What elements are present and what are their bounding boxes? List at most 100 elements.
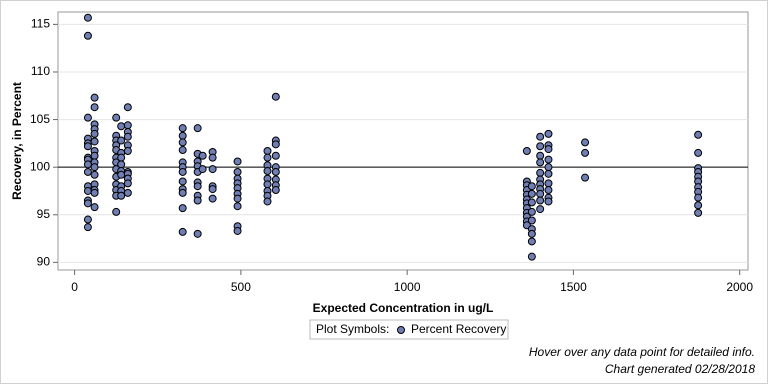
data-point[interactable] <box>208 194 217 203</box>
data-point[interactable] <box>117 191 126 200</box>
data-point[interactable] <box>178 204 187 213</box>
data-point[interactable] <box>90 129 99 138</box>
data-point[interactable] <box>193 196 202 205</box>
data-point[interactable] <box>271 151 280 160</box>
data-point[interactable] <box>208 165 217 174</box>
data-point[interactable] <box>193 229 202 238</box>
data-point[interactable] <box>536 196 545 205</box>
data-point[interactable] <box>271 92 280 101</box>
data-point[interactable] <box>90 163 99 172</box>
data-point[interactable] <box>544 163 553 172</box>
data-point[interactable] <box>117 160 126 169</box>
data-point[interactable] <box>536 142 545 151</box>
data-point[interactable] <box>544 145 553 154</box>
data-point[interactable] <box>193 124 202 133</box>
data-point[interactable] <box>271 186 280 195</box>
data-point[interactable] <box>544 129 553 138</box>
data-point[interactable] <box>544 155 553 164</box>
data-point[interactable] <box>208 153 217 162</box>
data-point[interactable] <box>83 215 92 224</box>
data-point[interactable] <box>271 140 280 149</box>
data-point[interactable] <box>83 113 92 122</box>
data-point[interactable] <box>694 130 703 139</box>
data-point[interactable] <box>581 148 590 157</box>
data-point[interactable] <box>83 142 92 151</box>
data-point[interactable] <box>263 146 272 155</box>
data-point[interactable] <box>527 252 536 261</box>
data-point[interactable] <box>123 132 132 141</box>
data-point[interactable] <box>83 31 92 40</box>
data-point[interactable] <box>83 223 92 232</box>
data-point[interactable] <box>112 113 121 122</box>
data-point[interactable] <box>117 170 126 179</box>
data-point[interactable] <box>527 189 536 198</box>
data-point[interactable] <box>536 205 545 214</box>
data-point[interactable] <box>263 153 272 162</box>
data-point[interactable] <box>527 182 536 191</box>
data-point[interactable] <box>581 138 590 147</box>
data-point[interactable] <box>178 177 187 186</box>
data-point[interactable] <box>178 188 187 197</box>
data-point[interactable] <box>233 167 242 176</box>
data-point[interactable] <box>117 136 126 145</box>
data-point[interactable] <box>90 137 99 146</box>
data-point[interactable] <box>544 179 553 188</box>
data-point[interactable] <box>178 124 187 133</box>
data-point[interactable] <box>178 227 187 236</box>
data-point[interactable] <box>83 167 92 176</box>
data-point[interactable] <box>83 13 92 22</box>
data-point[interactable] <box>193 182 202 191</box>
data-point[interactable] <box>90 103 99 112</box>
data-point[interactable] <box>178 138 187 147</box>
data-point[interactable] <box>83 160 92 169</box>
data-point[interactable] <box>178 131 187 140</box>
data-point[interactable] <box>527 198 536 207</box>
data-point[interactable] <box>117 122 126 131</box>
data-point[interactable] <box>263 197 272 206</box>
data-point[interactable] <box>522 146 531 155</box>
data-point[interactable] <box>123 188 132 197</box>
data-point[interactable] <box>233 226 242 235</box>
data-point[interactable] <box>208 185 217 194</box>
data-point[interactable] <box>263 166 272 175</box>
data-point[interactable] <box>544 197 553 206</box>
data-point[interactable] <box>178 146 187 155</box>
data-point[interactable] <box>123 146 132 155</box>
data-point[interactable] <box>536 158 545 167</box>
data-point[interactable] <box>271 167 280 176</box>
data-point[interactable] <box>233 157 242 166</box>
data-point[interactable] <box>694 201 703 210</box>
data-point[interactable] <box>527 237 536 246</box>
data-point[interactable] <box>527 229 536 238</box>
data-point[interactable] <box>233 202 242 211</box>
data-point[interactable] <box>83 199 92 208</box>
data-point[interactable] <box>527 216 536 225</box>
data-point[interactable] <box>112 207 121 216</box>
data-point[interactable] <box>233 194 242 203</box>
data-point[interactable] <box>536 132 545 141</box>
data-point[interactable] <box>536 168 545 177</box>
data-point[interactable] <box>544 186 553 195</box>
data-point[interactable] <box>178 167 187 176</box>
data-point[interactable] <box>544 169 553 178</box>
data-point[interactable] <box>117 153 126 162</box>
data-point[interactable] <box>694 193 703 202</box>
data-point[interactable] <box>694 208 703 217</box>
data-point[interactable] <box>90 203 99 212</box>
data-point[interactable] <box>90 188 99 197</box>
data-point[interactable] <box>198 151 207 160</box>
data-point[interactable] <box>263 180 272 189</box>
data-point[interactable] <box>536 189 545 198</box>
data-point[interactable] <box>694 148 703 157</box>
data-point[interactable] <box>198 165 207 174</box>
data-point[interactable] <box>123 121 132 130</box>
data-point[interactable] <box>536 151 545 160</box>
data-point[interactable] <box>90 93 99 102</box>
data-point[interactable] <box>581 173 590 182</box>
data-point[interactable] <box>123 103 132 112</box>
data-point[interactable] <box>123 179 132 188</box>
data-point[interactable] <box>83 186 92 195</box>
data-point[interactable] <box>90 170 99 179</box>
data-point[interactable] <box>527 207 536 216</box>
data-point[interactable] <box>90 151 99 160</box>
